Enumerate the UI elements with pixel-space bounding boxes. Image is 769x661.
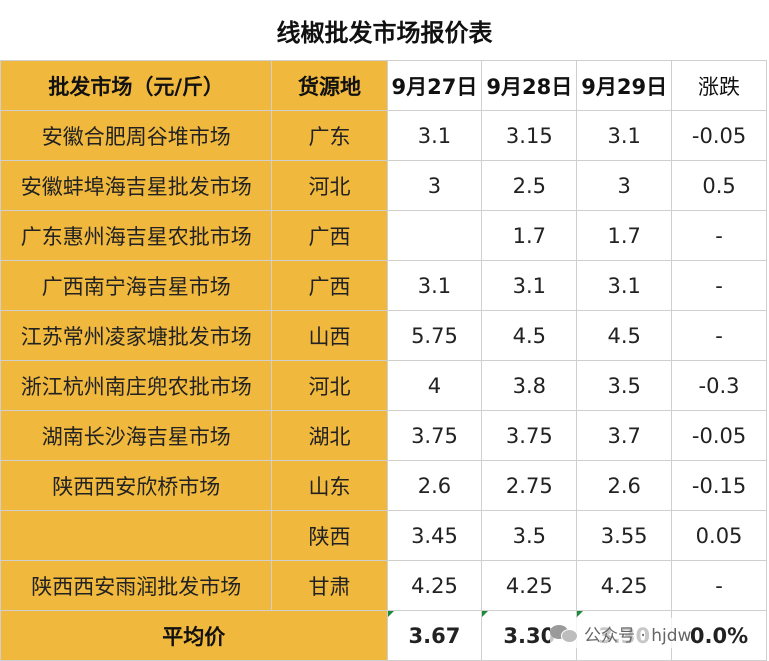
row-price-date-3: 3.1 (576, 260, 673, 311)
row-market: 广西南宁海吉星市场 (0, 260, 273, 311)
row-price-date-3: 3 (576, 160, 673, 211)
row-price-date-3: 4.25 (576, 560, 673, 611)
row-market: 陕西西安欣桥市场 (0, 460, 273, 511)
row-price-date-1: 3 (386, 160, 483, 211)
row-origin: 广西 (271, 210, 388, 261)
average-date-1: 3.67 (386, 610, 483, 661)
row-origin: 山西 (271, 310, 388, 361)
price-table: 批发市场（元/斤） 货源地 9月27日 9月28日 9月29日 涨跌 安徽合肥周… (0, 60, 767, 661)
row-price-date-2: 3.75 (481, 410, 578, 461)
row-change: -0.05 (671, 110, 767, 161)
row-market: 江苏常州凌家塘批发市场 (0, 310, 273, 361)
row-origin: 河北 (271, 360, 388, 411)
row-change: - (671, 310, 767, 361)
row-change: - (671, 560, 767, 611)
table-row: 浙江杭州南庄兜农批市场 河北 4 3.8 3.5 -0.3 (0, 360, 767, 411)
row-market: 安徽蚌埠海吉星批发市场 (0, 160, 273, 211)
row-price-date-2: 2.5 (481, 160, 578, 211)
table-row: 广西南宁海吉星市场 广西 3.1 3.1 3.1- (0, 260, 767, 311)
row-price-date-3: 3.1 (576, 110, 673, 161)
row-change: - (671, 210, 767, 261)
row-price-date-3: 2.6 (576, 460, 673, 511)
row-price-date-2: 2.75 (481, 460, 578, 511)
row-market: 湖南长沙海吉星市场 (0, 410, 273, 461)
row-price-date-3: 3.5 (576, 360, 673, 411)
row-origin: 甘肃 (271, 560, 388, 611)
header-row: 批发市场（元/斤） 货源地 9月27日 9月28日 9月29日 涨跌 (0, 60, 767, 111)
row-price-date-1: 2.6 (386, 460, 483, 511)
row-price-date-1: 3.75 (386, 410, 483, 461)
row-origin: 广东 (271, 110, 388, 161)
row-price-date-1: 3.45 (386, 510, 483, 561)
row-market: 陕西西安雨润批发市场 (0, 560, 273, 611)
row-price-date-1: 3.1 (386, 110, 483, 161)
header-change: 涨跌 (671, 60, 767, 111)
row-change: 0.5 (671, 160, 767, 211)
row-origin: 山东 (271, 460, 388, 511)
table-row: 安徽合肥周谷堆市场 广东 3.1 3.15 3.1 -0.05 (0, 110, 767, 161)
table-row: 陕西西安雨润批发市场 甘肃 4.25 4.25 4.25- (0, 560, 767, 611)
header-date-2: 9月28日 (481, 60, 578, 111)
row-change: - (671, 260, 767, 311)
row-price-date-1 (386, 210, 483, 261)
row-market (0, 510, 273, 561)
row-change: 0.05 (671, 510, 767, 561)
row-price-date-1: 4 (386, 360, 483, 411)
table-body: 安徽合肥周谷堆市场 广东 3.1 3.15 3.1 -0.05 安徽蚌埠海吉星批发市场 河北 3… (0, 110, 767, 611)
row-origin: 陕西 (271, 510, 388, 561)
row-origin: 河北 (271, 160, 388, 211)
row-price-date-2: 3.15 (481, 110, 578, 161)
table-row: 陕西 3.45 3.5 3.55 0.05 (0, 510, 767, 561)
average-label: 平均价 (0, 610, 388, 661)
row-price-date-1: 3.1 (386, 260, 483, 311)
row-price-date-2: 3.5 (481, 510, 578, 561)
row-price-date-2: 1.7 (481, 210, 578, 261)
row-price-date-3: 3.55 (576, 510, 673, 561)
header-origin: 货源地 (271, 60, 388, 111)
header-date-1: 9月27日 (386, 60, 483, 111)
header-date-3: 9月29日 (576, 60, 673, 111)
table-title: 线椒批发市场报价表 (276, 18, 493, 47)
row-price-date-1: 5.75 (386, 310, 483, 361)
row-change: -0.15 (671, 460, 767, 511)
row-price-date-3: 3.7 (576, 410, 673, 461)
wechat-icon (550, 622, 578, 644)
table-row: 江苏常州凌家塘批发市场 山西 5.75 4.5 4.5- (0, 310, 767, 361)
row-market: 浙江杭州南庄兜农批市场 (0, 360, 273, 411)
header-market: 批发市场（元/斤） (0, 60, 273, 111)
row-price-date-3: 1.7 (576, 210, 673, 261)
watermark: 公众号 · hjdw (550, 618, 692, 648)
row-change: -0.05 (671, 410, 767, 461)
table-row: 广东惠州海吉星农批市场 广西 1.7 1.7- (0, 210, 767, 261)
row-price-date-2: 4.5 (481, 310, 578, 361)
row-market: 安徽合肥周谷堆市场 (0, 110, 273, 161)
row-price-date-2: 4.25 (481, 560, 578, 611)
row-price-date-2: 3.8 (481, 360, 578, 411)
table-row: 陕西西安欣桥市场 山东 2.6 2.75 2.6 -0.15 (0, 460, 767, 511)
table-row: 安徽蚌埠海吉星批发市场 河北 3 2.5 3 0.5 (0, 160, 767, 211)
row-change: -0.3 (671, 360, 767, 411)
row-price-date-3: 4.5 (576, 310, 673, 361)
row-origin: 广西 (271, 260, 388, 311)
row-price-date-1: 4.25 (386, 560, 483, 611)
row-market: 广东惠州海吉星农批市场 (0, 210, 273, 261)
watermark-text: 公众号 · hjdw (584, 625, 692, 646)
row-price-date-2: 3.1 (481, 260, 578, 311)
table-row: 湖南长沙海吉星市场 湖北 3.75 3.75 3.7 -0.05 (0, 410, 767, 461)
row-origin: 湖北 (271, 410, 388, 461)
